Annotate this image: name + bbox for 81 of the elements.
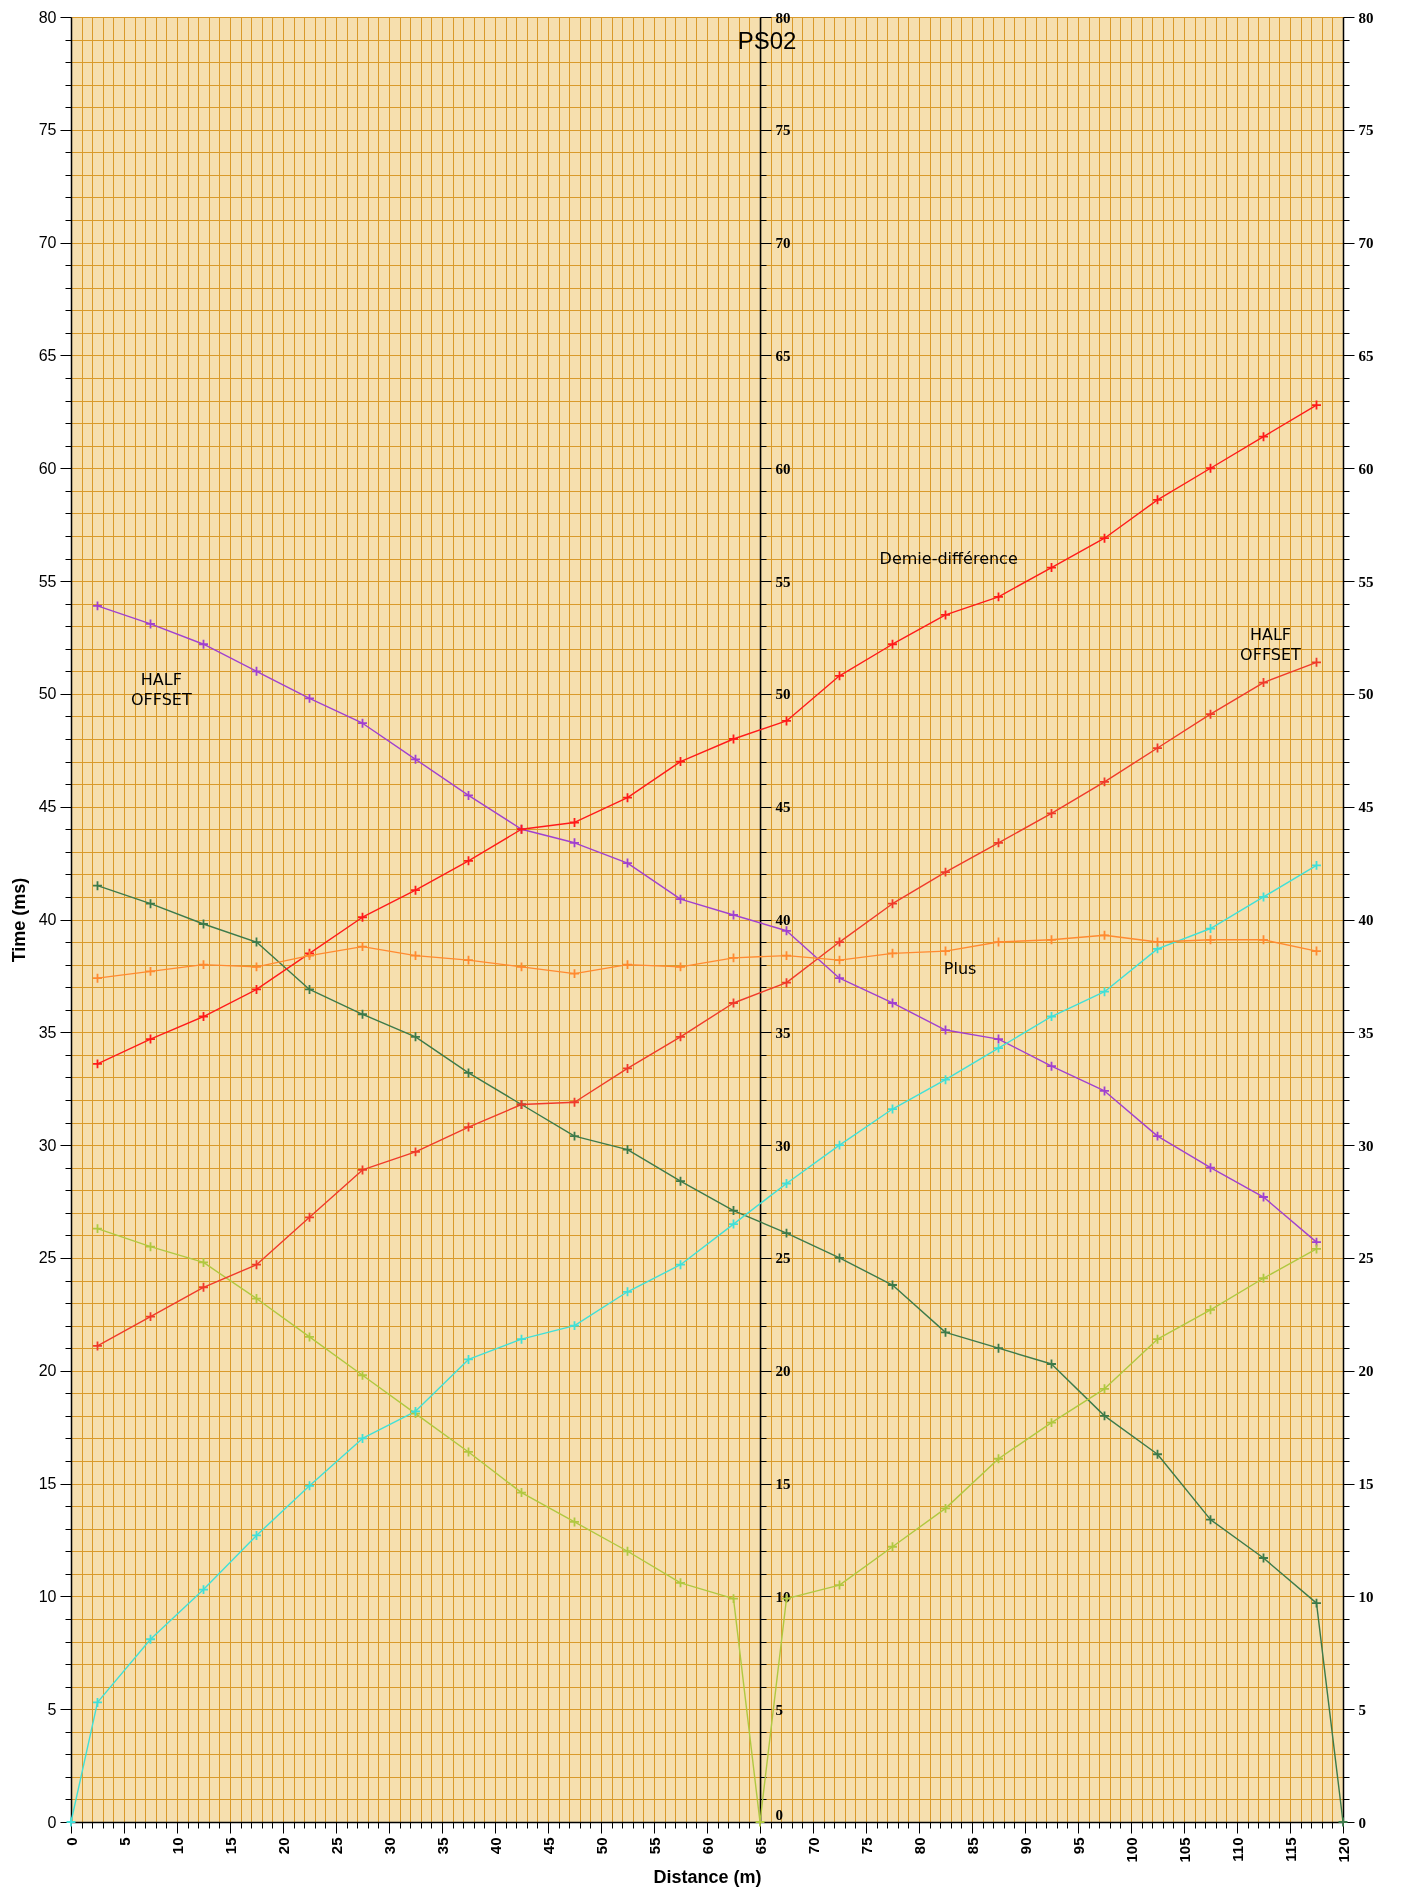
y3-tick-label: 50: [775, 686, 791, 703]
y2-tick-label: 70: [1358, 235, 1374, 252]
x-axis-title: Distance (m): [653, 1866, 762, 1887]
y2-tick-label: 35: [1358, 1024, 1374, 1041]
y-tick-label: 40: [38, 911, 57, 928]
x-tick-label: 5: [115, 1837, 133, 1846]
y2-tick-label: 5: [1358, 1701, 1366, 1718]
x-tick-label: 50: [592, 1837, 610, 1855]
y-axis-title: Time (ms): [8, 877, 29, 963]
x-tick-label: 120: [1334, 1837, 1352, 1863]
y3-tick-label: 45: [775, 799, 791, 816]
y-tick-label: 5: [47, 1700, 57, 1718]
y3-tick-label: 80: [775, 9, 791, 26]
y-tick-label: 75: [38, 121, 57, 139]
y-tick-label: 45: [38, 798, 57, 816]
y-tick-label: 25: [38, 1249, 57, 1267]
y3-tick-label: 40: [775, 912, 791, 928]
x-tick-label: 25: [327, 1837, 345, 1855]
y2-tick-label: 50: [1358, 686, 1374, 703]
y2-tick-label: 40: [1358, 912, 1374, 928]
y-tick-label: 10: [38, 1587, 57, 1605]
y3-tick-label: 0: [775, 1806, 784, 1823]
x-tick-label: 45: [539, 1837, 557, 1855]
y-tick-label: 70: [38, 234, 57, 252]
x-tick-label: 85: [963, 1837, 981, 1855]
y-tick-label: 15: [38, 1475, 57, 1493]
x-tick-label: 35: [433, 1837, 451, 1855]
y-tick-label: 60: [38, 459, 57, 477]
x-tick-label: 95: [1069, 1837, 1087, 1855]
x-tick-label: 110: [1228, 1837, 1246, 1862]
y3-tick-label: 30: [775, 1137, 791, 1154]
y-tick-label: 65: [38, 346, 57, 364]
y-tick-label: 30: [38, 1136, 57, 1154]
x-tick-label: 15: [221, 1837, 239, 1855]
y2-tick-label: 75: [1358, 122, 1374, 139]
y2-tick-label: 0: [1358, 1814, 1366, 1831]
x-tick-label: 90: [1016, 1837, 1034, 1855]
y-tick-label: 20: [38, 1362, 57, 1380]
x-tick-label: 55: [645, 1837, 663, 1855]
y2-tick-label: 65: [1358, 347, 1374, 364]
y-tick-label: 0: [47, 1813, 57, 1831]
y2-tick-label: 80: [1358, 9, 1374, 26]
y3-tick-label: 65: [775, 347, 791, 364]
y3-tick-label: 5: [775, 1701, 784, 1718]
x-tick-label: 100: [1122, 1837, 1140, 1863]
y2-tick-label: 10: [1358, 1588, 1374, 1605]
x-tick-label: 30: [380, 1837, 398, 1855]
y2-tick-label: 25: [1358, 1250, 1374, 1267]
x-tick-label: 115: [1281, 1837, 1299, 1862]
y3-tick-label: 55: [775, 573, 791, 590]
x-tick-label: 80: [910, 1837, 928, 1855]
y-tick-label: 35: [38, 1023, 57, 1041]
y2-tick-label: 30: [1358, 1137, 1374, 1154]
x-tick-label: 40: [486, 1837, 504, 1855]
y2-tick-label: 15: [1358, 1476, 1374, 1493]
x-tick-label: 75: [857, 1837, 875, 1855]
annotation: Plus: [943, 959, 977, 979]
y-tick-label: 80: [38, 8, 57, 26]
x-tick-label: 20: [274, 1837, 292, 1855]
y2-tick-label: 60: [1358, 460, 1374, 477]
y3-tick-label: 60: [775, 460, 791, 477]
annotation: HALF OFFSET: [130, 670, 192, 710]
x-tick-label: 10: [168, 1837, 186, 1855]
x-tick-label: 60: [698, 1837, 716, 1855]
annotation: HALF OFFSET: [1240, 625, 1302, 665]
y-tick-label: 55: [38, 572, 57, 590]
annotation: Demie-différence: [879, 548, 1018, 568]
y2-tick-label: 55: [1358, 573, 1374, 590]
y3-tick-label: 35: [775, 1024, 791, 1041]
x-tick-label: 65: [751, 1837, 769, 1855]
y2-tick-label: 20: [1358, 1363, 1374, 1380]
x-tick-label: 0: [62, 1837, 80, 1846]
x-tick-label: 70: [804, 1837, 822, 1855]
y3-tick-label: 20: [775, 1363, 791, 1380]
y3-tick-label: 70: [775, 235, 791, 252]
x-tick-label: 105: [1175, 1837, 1193, 1863]
y-tick-label: 50: [38, 685, 57, 703]
y2-tick-label: 45: [1358, 799, 1374, 816]
y3-tick-label: 75: [775, 122, 791, 139]
y3-tick-label: 25: [775, 1250, 791, 1267]
y3-tick-label: 15: [775, 1476, 791, 1493]
